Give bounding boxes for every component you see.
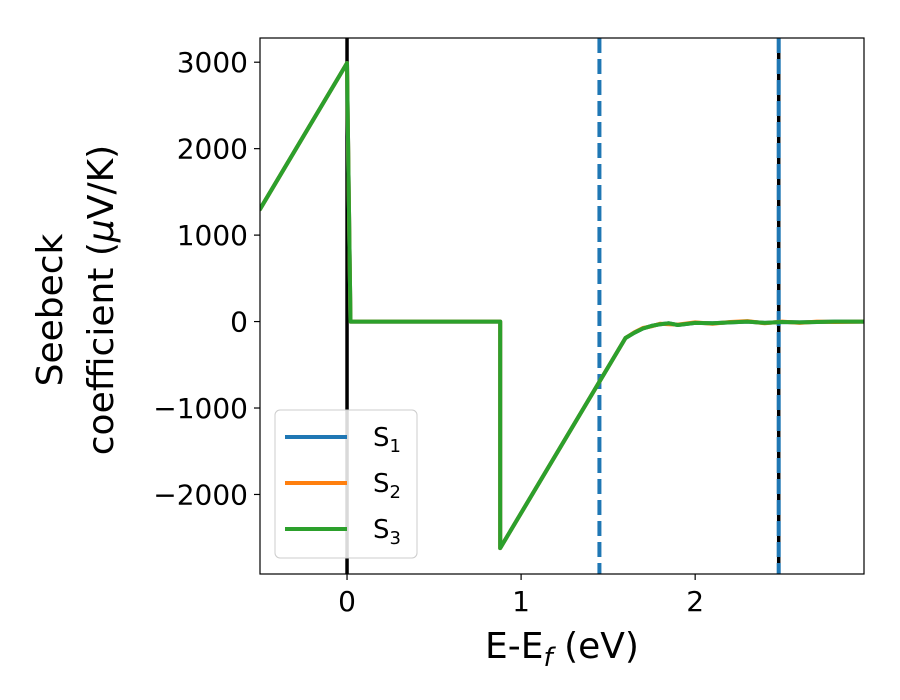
x-tick-label-2: 2	[686, 585, 704, 618]
x-tick-label-1: 1	[512, 585, 530, 618]
legend-label-S1: S1	[373, 423, 401, 457]
y-axis-label-line1: Seebeck	[30, 233, 71, 386]
y-tick-label--2000: −2000	[153, 478, 248, 511]
x-axis-label-main: E-E	[485, 626, 543, 667]
y-tick-label--1000: −1000	[153, 392, 248, 425]
y-axis-label-line2-pre: coefficient (	[81, 242, 122, 455]
plot-frame	[259, 37, 865, 575]
legend-label-S2: S2	[373, 469, 401, 503]
y-tick-label-3000: 3000	[177, 46, 248, 79]
series-lines	[260, 61, 864, 551]
y-tick-label-1000: 1000	[177, 219, 248, 252]
y-axis-ticks: −2000 −1000 0 1000 2000 3000	[153, 46, 260, 511]
y-tick-label-2000: 2000	[177, 133, 248, 166]
x-axis-label-tail: (eV)	[553, 626, 639, 667]
series-line-S3	[260, 61, 864, 551]
x-tick-label-0: 0	[338, 585, 356, 618]
x-axis-label: E-Ef (eV)	[485, 626, 639, 673]
legend-label-S3: S3	[373, 515, 401, 549]
y-axis-label-line2: coefficient (μV/K)	[81, 145, 122, 455]
y-axis-label-line2-post: V/K)	[81, 145, 122, 219]
y-axis-label-mu: μ	[81, 219, 122, 243]
x-axis-ticks: 0 1 2	[338, 574, 704, 618]
legend: S1 S2 S3	[274, 409, 418, 559]
y-axis-label: Seebeck coefficient (μV/K)	[30, 145, 122, 455]
y-tick-label-0: 0	[230, 306, 248, 339]
